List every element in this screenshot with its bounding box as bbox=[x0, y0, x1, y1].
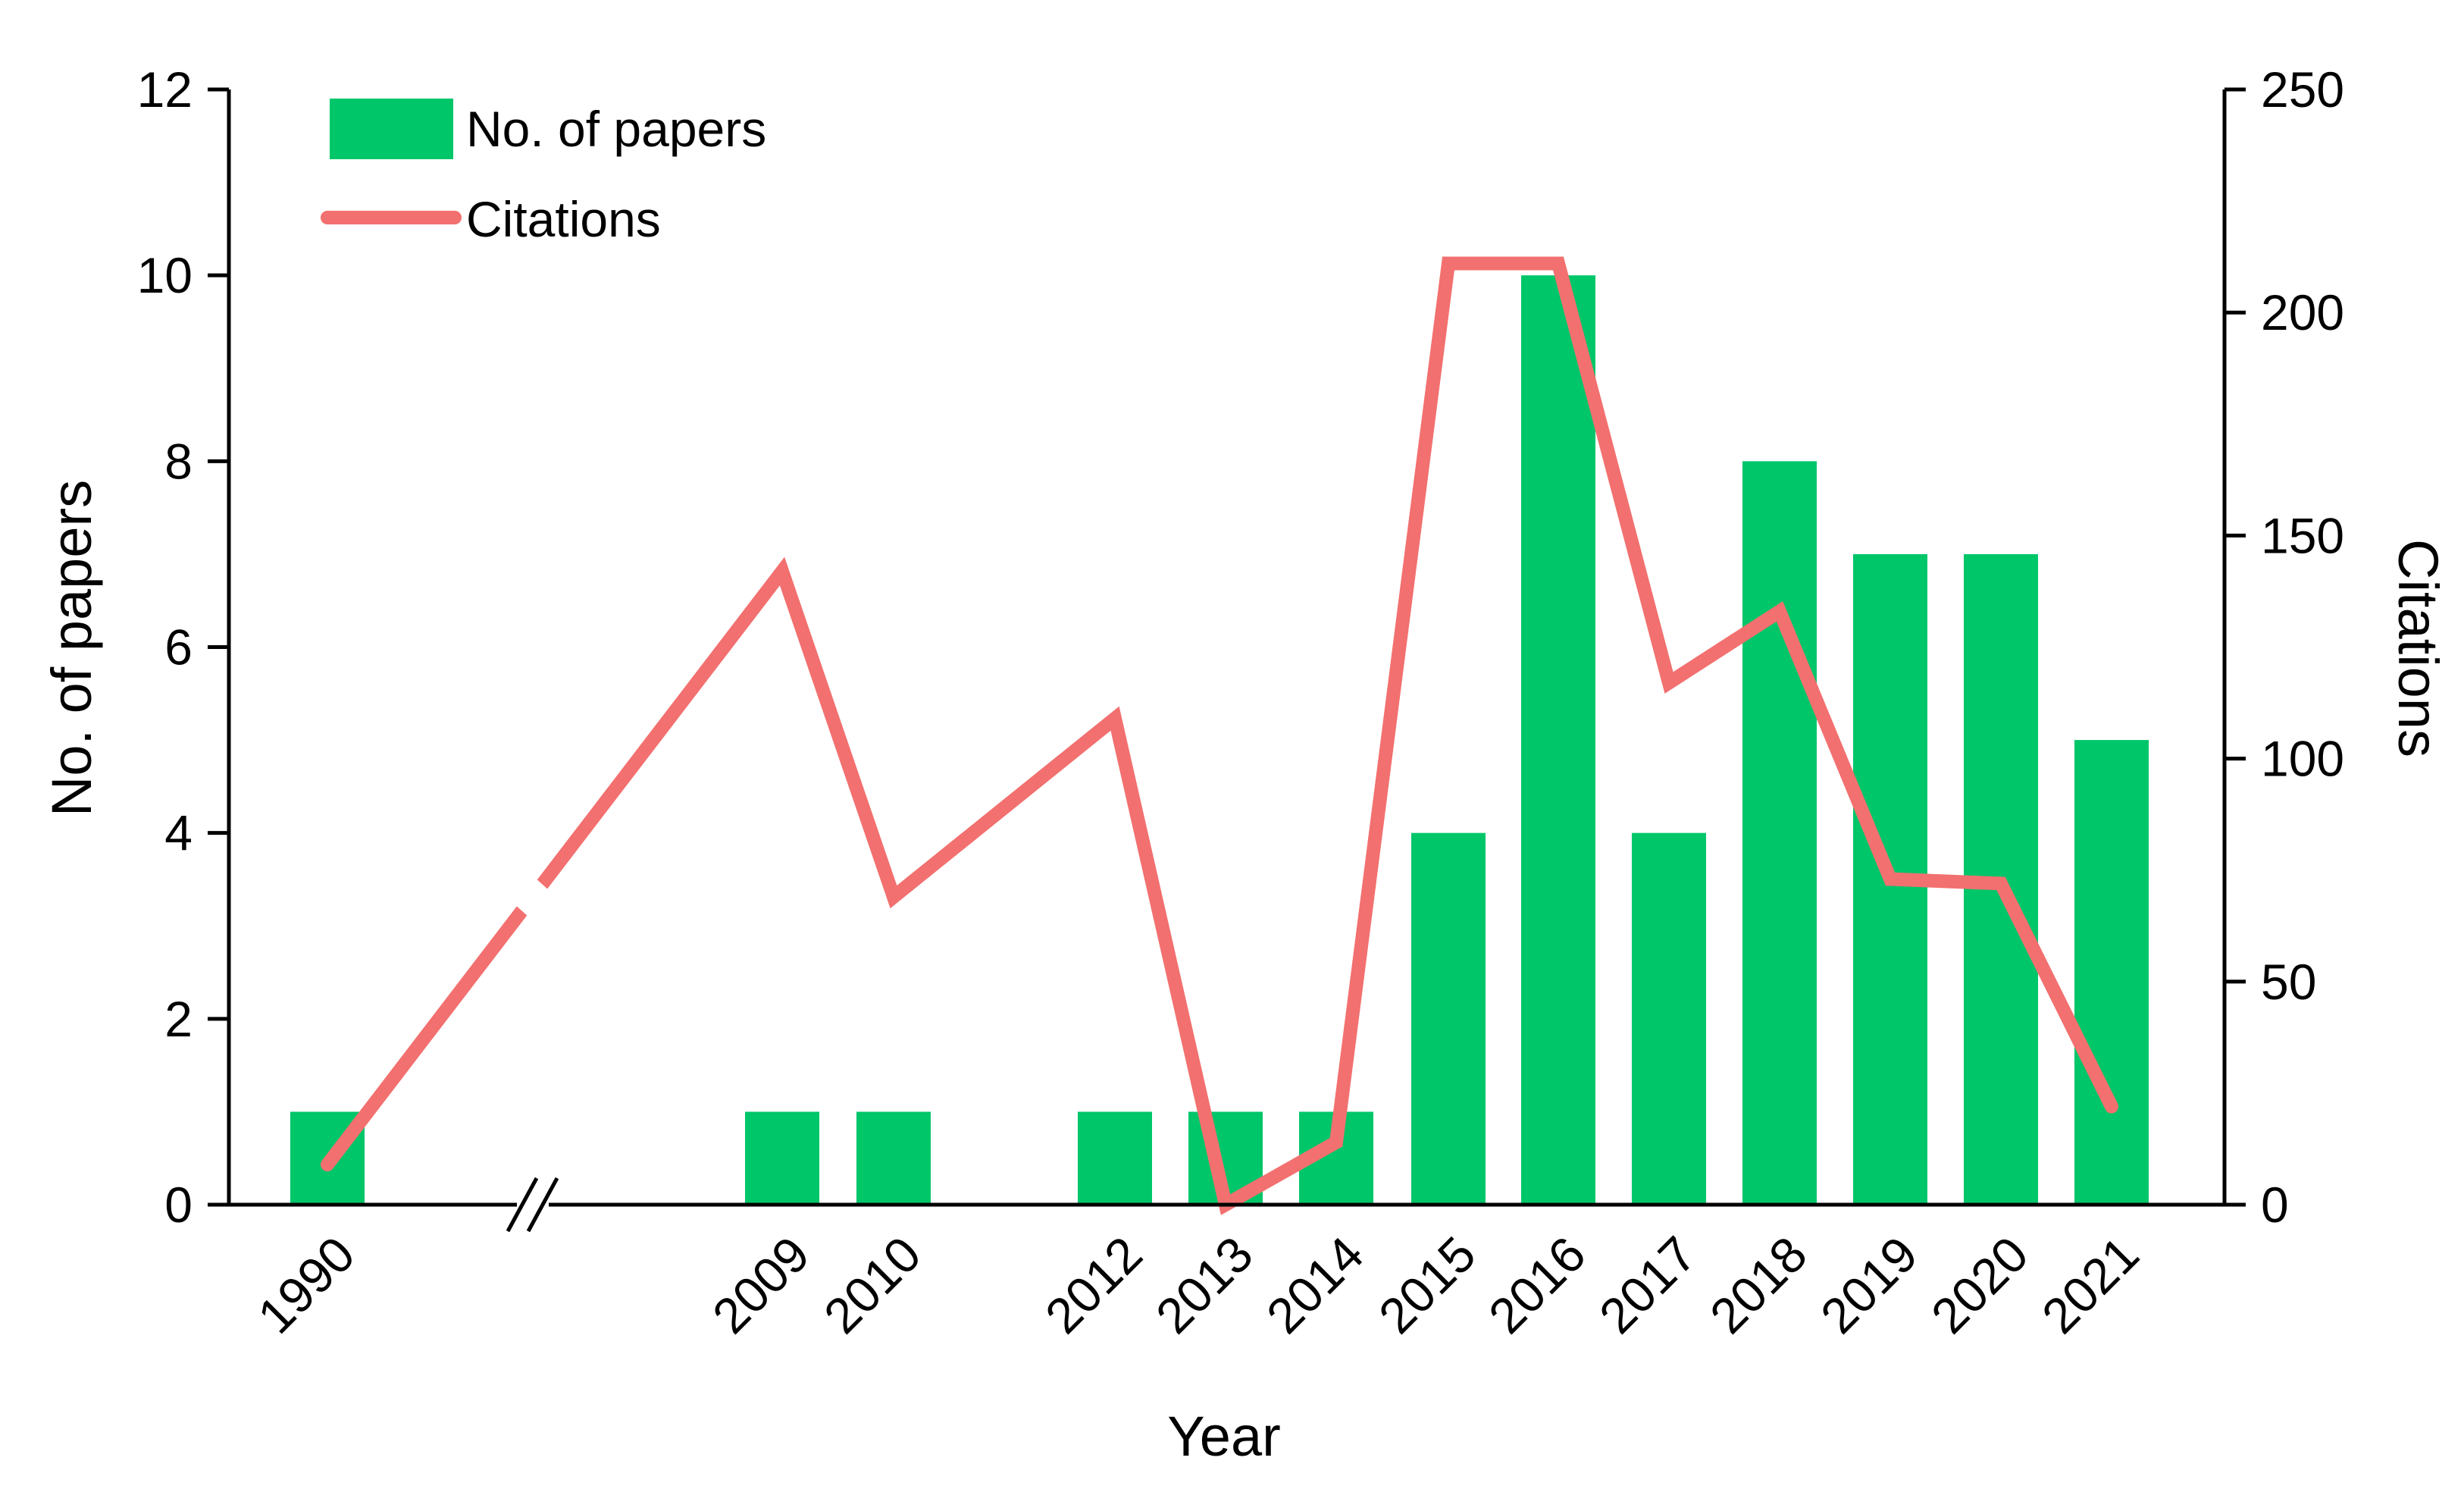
y-axis-title-left: No. of papers bbox=[40, 480, 103, 817]
y-axis-title-right: Citations bbox=[2387, 539, 2450, 757]
bar-papers-2015 bbox=[1411, 832, 1486, 1205]
x-tick-label-1990: 1990 bbox=[247, 1226, 365, 1344]
point-citations-2018 bbox=[1779, 610, 1780, 613]
point-citations-2009 bbox=[781, 570, 783, 572]
x-tick-label-2013: 2013 bbox=[1145, 1226, 1263, 1344]
legend: No. of papers Citations bbox=[321, 99, 766, 247]
x-tick-label-2020: 2020 bbox=[1921, 1226, 2039, 1344]
legend-label-papers: No. of papers bbox=[466, 101, 766, 157]
x-tick-label-2021: 2021 bbox=[2031, 1226, 2149, 1344]
x-tick-label-2017: 2017 bbox=[1589, 1226, 1707, 1344]
bar-papers-2017 bbox=[1632, 832, 1706, 1205]
y-tick-label-left-4: 4 bbox=[164, 805, 193, 861]
y-tick-label-left-8: 8 bbox=[164, 433, 193, 489]
x-tick-label-2019: 2019 bbox=[1810, 1226, 1928, 1344]
bar-papers-2010 bbox=[856, 1111, 931, 1205]
x-tick-label-2010: 2010 bbox=[813, 1226, 931, 1344]
bar-papers-2009 bbox=[745, 1111, 819, 1205]
point-citations-2021 bbox=[2111, 1105, 2112, 1108]
axis-break-mark-2 bbox=[526, 1177, 559, 1233]
point-citations-1990 bbox=[327, 1164, 328, 1166]
line-break-gap bbox=[498, 864, 566, 931]
point-citations-2016 bbox=[1558, 262, 1559, 265]
point-citations-2010 bbox=[893, 896, 894, 898]
bar-papers-2012 bbox=[1078, 1111, 1152, 1205]
y-tick-label-right-200: 200 bbox=[2261, 284, 2344, 340]
y-tick-label-left-2: 2 bbox=[164, 991, 193, 1047]
y-tick-label-right-100: 100 bbox=[2261, 731, 2344, 787]
y-tick-label-right-150: 150 bbox=[2261, 507, 2344, 563]
y-tick-label-left-10: 10 bbox=[137, 247, 193, 303]
y-tick-label-right-0: 0 bbox=[2261, 1177, 2289, 1233]
x-axis-title: Year bbox=[1167, 1405, 1281, 1468]
legend-label-citations: Citations bbox=[466, 191, 661, 247]
line-citations bbox=[321, 256, 2118, 1215]
y-tick-label-left-12: 12 bbox=[137, 61, 193, 118]
point-citations-2012 bbox=[1114, 717, 1116, 719]
y-tick-label-right-250: 250 bbox=[2261, 61, 2344, 118]
legend-swatch-papers bbox=[330, 99, 453, 159]
bar-papers-2018 bbox=[1742, 461, 1817, 1205]
x-tick-label-2009: 2009 bbox=[702, 1226, 820, 1344]
y-tick-label-left-0: 0 bbox=[164, 1177, 193, 1233]
x-tick-label-2016: 2016 bbox=[1478, 1226, 1596, 1344]
x-tick-label-2014: 2014 bbox=[1256, 1226, 1374, 1344]
point-citations-2019 bbox=[1889, 878, 1891, 880]
y-tick-label-right-50: 50 bbox=[2261, 954, 2316, 1010]
bar-papers-2021 bbox=[2074, 740, 2149, 1205]
point-citations-2014 bbox=[1335, 1141, 1337, 1143]
x-tick-label-2015: 2015 bbox=[1368, 1226, 1486, 1344]
point-citations-2017 bbox=[1668, 682, 1670, 684]
point-citations-2020 bbox=[2000, 882, 2002, 885]
y-tick-label-left-6: 6 bbox=[164, 619, 193, 676]
x-tick-label-2018: 2018 bbox=[1699, 1226, 1817, 1344]
bar-papers-2016 bbox=[1521, 275, 1595, 1205]
point-citations-2015 bbox=[1448, 262, 1449, 265]
axis-break-mark-1 bbox=[506, 1177, 539, 1233]
x-tick-label-2012: 2012 bbox=[1035, 1226, 1153, 1344]
